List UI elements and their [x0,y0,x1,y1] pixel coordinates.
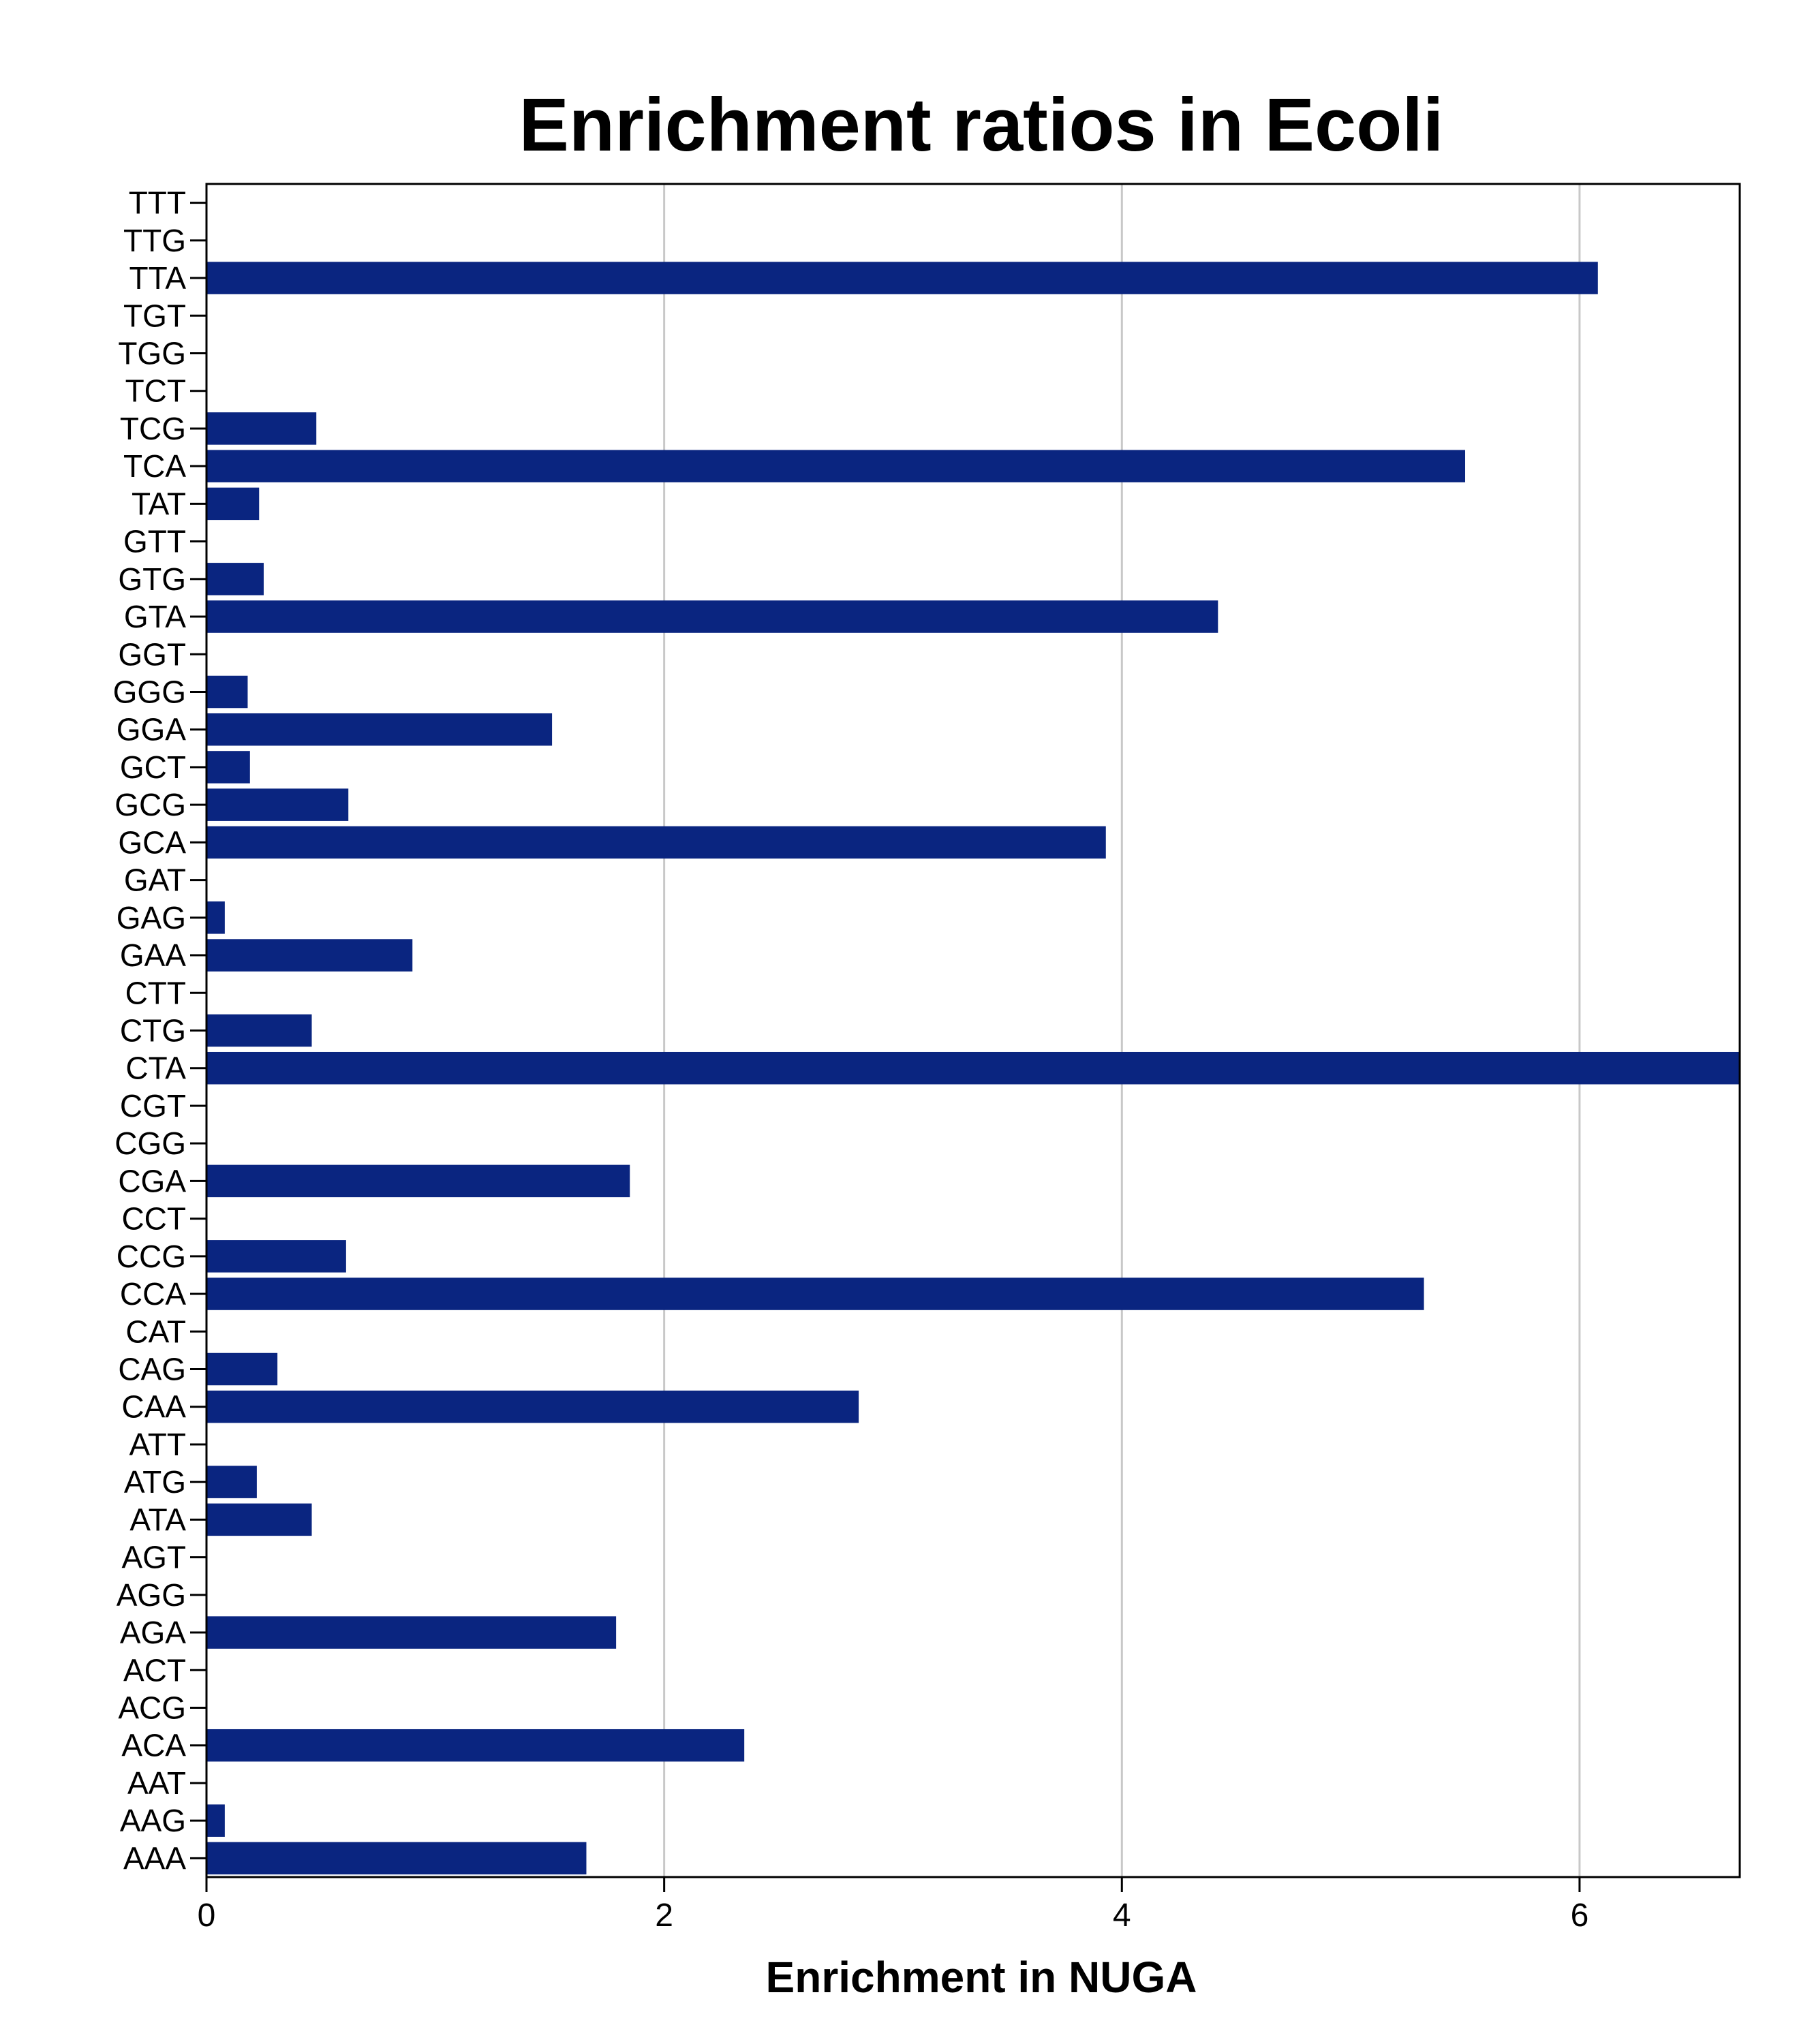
y-tick-label: ATG [124,1464,186,1500]
x-tick-label: 2 [655,1898,673,1934]
bar-gga [206,713,553,746]
bar-atg [206,1466,257,1498]
x-tick-label: 4 [1113,1898,1131,1934]
bar-ata [206,1503,312,1536]
y-tick-label: AGG [117,1577,186,1613]
bar-gcg [206,788,349,821]
y-tick-label: TCT [125,373,186,409]
bar-cag [206,1352,278,1386]
chart-title: Enrichment ratios in Ecoli [519,83,1444,167]
y-tick-label: CAA [121,1389,186,1425]
y-tick-label: ATA [129,1502,186,1537]
bar-gtg [206,563,264,595]
bar-cga [206,1164,630,1198]
y-tick-label: GCT [120,749,186,785]
y-tick-label: TAT [132,486,186,521]
bar-ggg [206,675,248,709]
bar-cta [206,1051,1740,1085]
y-tick-label: CAT [125,1314,186,1349]
y-tick-label: AGT [121,1540,186,1575]
y-tick-label: GAG [117,900,186,935]
y-tick-label: AGA [120,1615,186,1650]
bar-aaa [206,1842,587,1875]
bar-aca [206,1729,745,1762]
bar-gta [206,600,1218,633]
bar-aag [206,1804,225,1837]
y-tick-label: GGA [117,712,187,747]
y-tick-label: CCA [120,1276,186,1312]
x-tick-label: 6 [1571,1898,1589,1934]
y-tick-label: GTG [118,561,186,597]
y-tick-label: TCG [120,411,186,446]
bar-tta [206,262,1598,294]
x-axis-label: Enrichment in NUGA [765,1953,1197,2002]
y-tick-label: TGT [123,298,186,333]
y-tick-label: AAA [123,1840,186,1876]
y-tick-label: GGG [113,675,186,710]
y-tick-label: ACT [123,1652,186,1688]
y-tick-label: CGT [120,1088,186,1124]
bar-caa [206,1390,859,1423]
y-tick-label: CTT [125,975,186,1010]
y-tick-label: GAT [124,863,186,898]
bar-gca [206,826,1106,859]
y-tick-label: CCG [117,1239,186,1274]
y-tick-label: TTT [129,185,186,221]
y-tick-label: GAA [120,938,186,973]
y-tick-label: CTG [120,1013,186,1049]
bar-ccg [206,1240,346,1273]
bar-gag [206,901,225,934]
bar-gct [206,751,250,784]
y-tick-label: CGA [118,1163,186,1198]
y-tick-label: CCT [121,1201,186,1237]
y-tick-label: CGG [114,1126,186,1161]
y-tick-label: GCA [118,824,186,860]
y-tick-label: ATT [129,1427,186,1462]
bar-gaa [206,939,413,972]
y-tick-label: GGT [118,636,186,672]
y-tick-label: AAG [120,1803,186,1838]
x-tick-label: 0 [198,1898,216,1934]
y-tick-label: ACG [118,1690,186,1726]
y-tick-label: GTA [124,599,186,634]
y-tick-label: GTT [123,524,186,559]
bar-tca [206,450,1466,482]
y-tick-label: AAT [127,1765,186,1801]
bar-aga [206,1616,617,1649]
bar-tcg [206,412,317,445]
y-tick-label: CAG [118,1352,186,1387]
y-tick-label: TTA [129,260,187,296]
y-tick-label: CTA [125,1051,186,1086]
y-tick-label: TGG [118,336,186,371]
bar-cca [206,1278,1424,1310]
bar-tat [206,487,260,521]
bar-ctg [206,1014,312,1047]
y-tick-label: GCG [114,787,186,822]
y-tick-label: TCA [123,448,186,484]
y-tick-label: ACA [121,1728,186,1763]
y-tick-label: TTG [123,223,186,258]
